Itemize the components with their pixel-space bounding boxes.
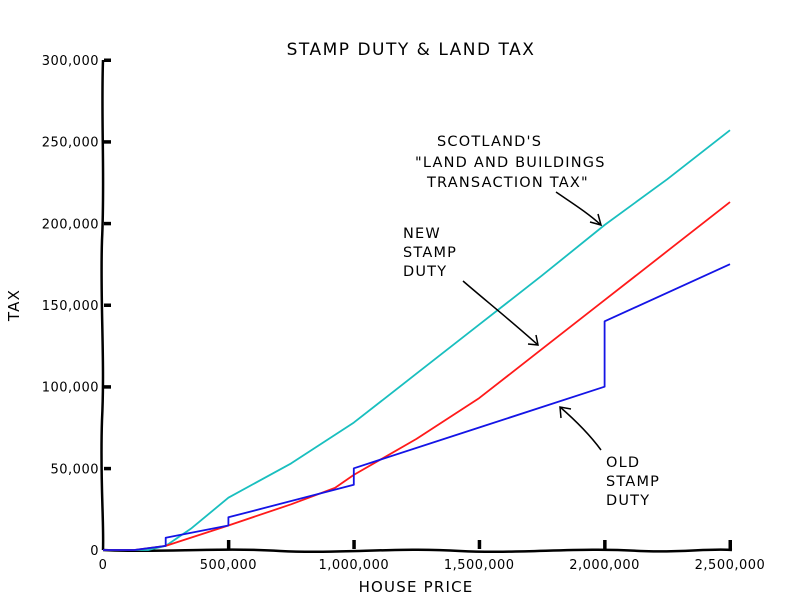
y-axis-title: TAX bbox=[5, 289, 23, 322]
svg-text:DUTY: DUTY bbox=[403, 264, 447, 280]
y-tick-mark bbox=[104, 58, 111, 62]
y-tick-label: 150,000 bbox=[42, 299, 99, 314]
anno-new-line-2: STAMP bbox=[403, 245, 457, 261]
x-tick-label: 0 bbox=[99, 558, 108, 573]
y-tick-mark bbox=[104, 221, 111, 226]
x-tick-label: 2,000,000 bbox=[569, 558, 640, 573]
x-tick-mark bbox=[728, 540, 732, 549]
anno-new-arrow bbox=[462, 280, 539, 346]
x-tick-mark bbox=[352, 540, 356, 549]
anno-new-arrowhead bbox=[527, 334, 539, 346]
annotation-old-stamp-duty: OLD STAMP DUTY bbox=[559, 406, 660, 509]
y-tick-mark bbox=[104, 466, 111, 471]
anno-old-line-3: DUTY bbox=[606, 493, 650, 509]
svg-text:TRANSACTION TAX": TRANSACTION TAX" bbox=[426, 175, 589, 191]
y-tick-label: 250,000 bbox=[42, 136, 99, 151]
anno-lbtt-line-1: SCOTLAND'S bbox=[437, 134, 542, 150]
svg-text:STAMP: STAMP bbox=[606, 474, 660, 490]
y-axis-ticks: 0 50,000 100,000 150,000 200,000 250,000 300,0… bbox=[42, 54, 111, 559]
anno-old-line-1: OLD bbox=[606, 455, 640, 471]
anno-lbtt-line-2: "LAND AND BUILDINGS bbox=[415, 155, 606, 171]
x-tick-mark bbox=[226, 540, 231, 549]
x-tick-label: 2,500,000 bbox=[695, 558, 766, 573]
x-tick-label: 1,000,000 bbox=[318, 558, 389, 573]
anno-old-arrowhead bbox=[559, 406, 572, 419]
svg-text:DUTY: DUTY bbox=[606, 493, 650, 509]
x-tick-label: 1,500,000 bbox=[444, 558, 515, 573]
svg-text:OLD: OLD bbox=[606, 455, 640, 471]
y-tick-label: 300,000 bbox=[42, 54, 99, 69]
x-tick-mark bbox=[477, 540, 482, 549]
y-tick-mark bbox=[104, 303, 111, 307]
anno-lbtt-line-3: TRANSACTION TAX" bbox=[426, 175, 589, 191]
y-axis-line bbox=[100, 59, 105, 551]
x-tick-label: 500,000 bbox=[200, 558, 257, 573]
x-axis-title: HOUSE PRICE bbox=[359, 578, 474, 596]
anno-lbtt-arrow bbox=[555, 191, 602, 226]
anno-new-line-1: NEW bbox=[403, 226, 441, 242]
y-tick-mark bbox=[104, 140, 111, 144]
y-tick-label: 50,000 bbox=[51, 462, 100, 477]
y-tick-mark bbox=[104, 385, 111, 389]
y-tick-label: 200,000 bbox=[42, 217, 99, 232]
anno-new-line-3: DUTY bbox=[403, 264, 447, 280]
anno-lbtt-arrowhead bbox=[589, 213, 603, 227]
x-axis-ticks: 0 500,000 1,000,000 1,500,000 2,000,000 2,500… bbox=[99, 540, 766, 573]
anno-old-line-2: STAMP bbox=[606, 474, 660, 490]
x-axis-line bbox=[102, 548, 733, 554]
svg-text:"LAND AND BUILDINGS: "LAND AND BUILDINGS bbox=[415, 155, 606, 171]
series-old-stamp-duty-line bbox=[103, 263, 731, 551]
anno-old-arrow bbox=[559, 406, 602, 451]
svg-text:NEW: NEW bbox=[403, 226, 441, 242]
series-lines bbox=[103, 129, 731, 551]
y-tick-label: 0 bbox=[90, 544, 99, 559]
annotation-new-stamp-duty: NEW STAMP DUTY bbox=[403, 226, 539, 346]
y-tick-label: 100,000 bbox=[42, 381, 99, 396]
chart-title: STAMP DUTY & LAND TAX bbox=[287, 40, 536, 60]
x-tick-mark bbox=[603, 540, 607, 549]
svg-text:SCOTLAND'S: SCOTLAND'S bbox=[437, 134, 542, 150]
series-lbtt-line bbox=[103, 129, 731, 551]
svg-text:STAMP: STAMP bbox=[403, 245, 457, 261]
annotation-lbtt: SCOTLAND'S "LAND AND BUILDINGS TRANSACTI… bbox=[415, 134, 606, 227]
